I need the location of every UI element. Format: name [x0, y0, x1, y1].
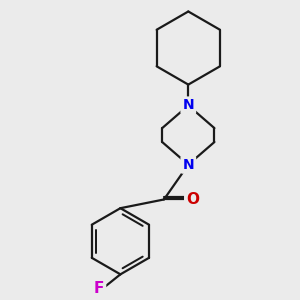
Text: N: N — [182, 98, 194, 112]
Text: O: O — [186, 192, 199, 207]
Text: N: N — [182, 158, 194, 172]
Text: F: F — [94, 281, 104, 296]
